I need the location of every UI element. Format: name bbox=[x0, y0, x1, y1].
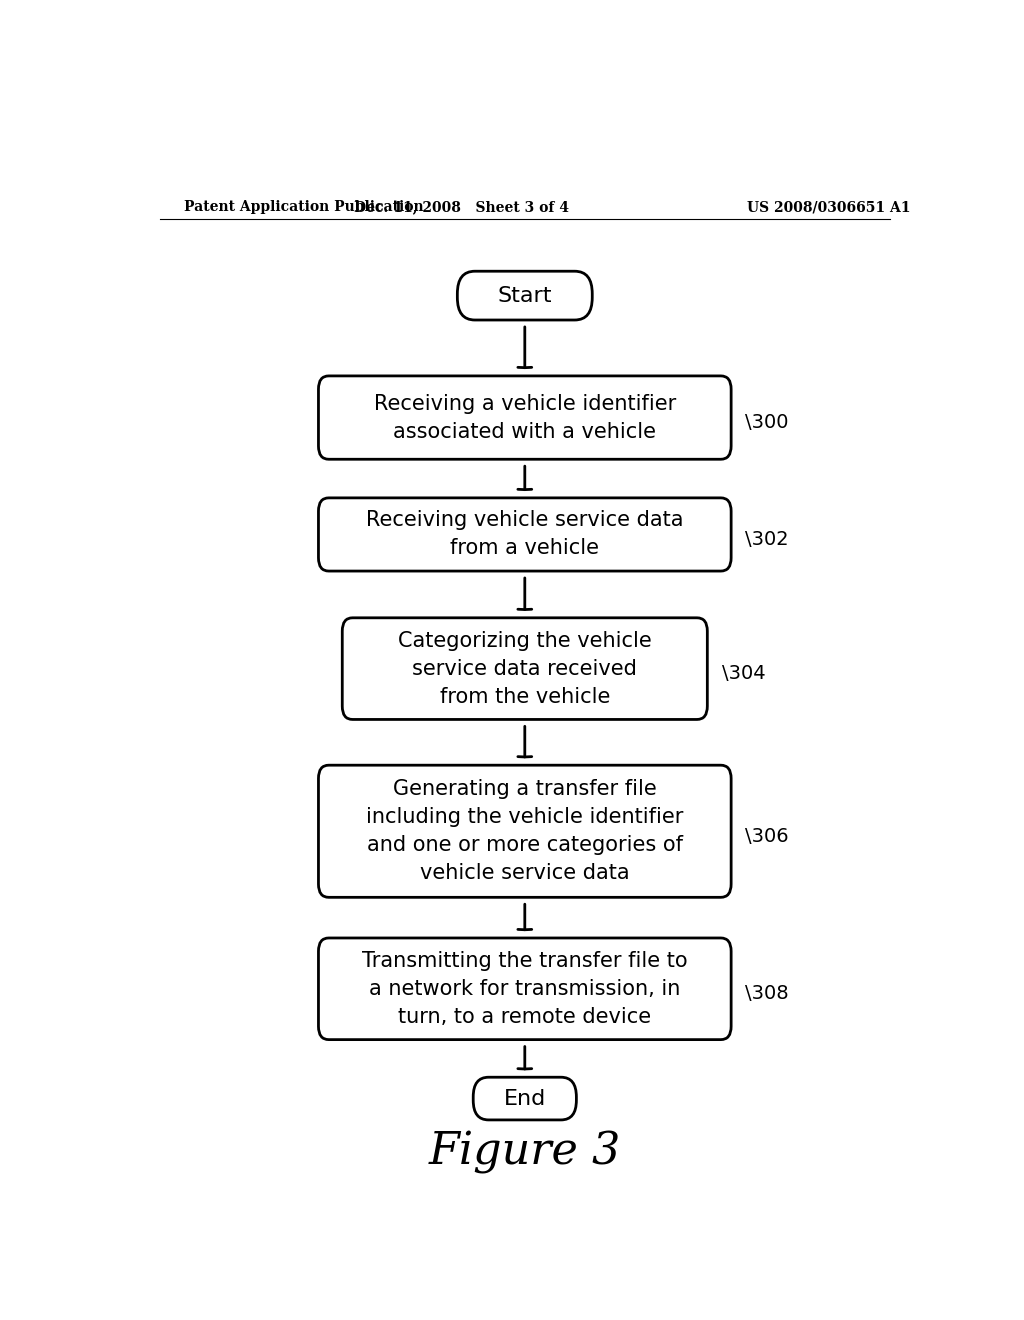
Text: End: End bbox=[504, 1089, 546, 1109]
FancyBboxPatch shape bbox=[318, 766, 731, 898]
Text: Receiving a vehicle identifier
associated with a vehicle: Receiving a vehicle identifier associate… bbox=[374, 393, 676, 442]
FancyBboxPatch shape bbox=[473, 1077, 577, 1119]
FancyBboxPatch shape bbox=[342, 618, 708, 719]
Text: \300: \300 bbox=[745, 413, 788, 432]
FancyBboxPatch shape bbox=[318, 376, 731, 459]
FancyBboxPatch shape bbox=[458, 271, 592, 319]
FancyBboxPatch shape bbox=[318, 498, 731, 572]
Text: Categorizing the vehicle
service data received
from the vehicle: Categorizing the vehicle service data re… bbox=[398, 631, 651, 706]
Text: US 2008/0306651 A1: US 2008/0306651 A1 bbox=[748, 201, 910, 214]
FancyBboxPatch shape bbox=[318, 939, 731, 1040]
Text: Patent Application Publication: Patent Application Publication bbox=[183, 201, 423, 214]
Text: Dec. 11, 2008   Sheet 3 of 4: Dec. 11, 2008 Sheet 3 of 4 bbox=[354, 201, 568, 214]
Text: Transmitting the transfer file to
a network for transmission, in
turn, to a remo: Transmitting the transfer file to a netw… bbox=[362, 950, 687, 1027]
Text: \308: \308 bbox=[745, 985, 790, 1003]
Text: Generating a transfer file
including the vehicle identifier
and one or more cate: Generating a transfer file including the… bbox=[367, 779, 683, 883]
Text: \302: \302 bbox=[745, 531, 790, 549]
Text: Figure 3: Figure 3 bbox=[429, 1131, 621, 1173]
Text: \306: \306 bbox=[745, 826, 790, 846]
Text: \304: \304 bbox=[722, 664, 765, 684]
Text: Receiving vehicle service data
from a vehicle: Receiving vehicle service data from a ve… bbox=[366, 511, 684, 558]
Text: Start: Start bbox=[498, 285, 552, 306]
